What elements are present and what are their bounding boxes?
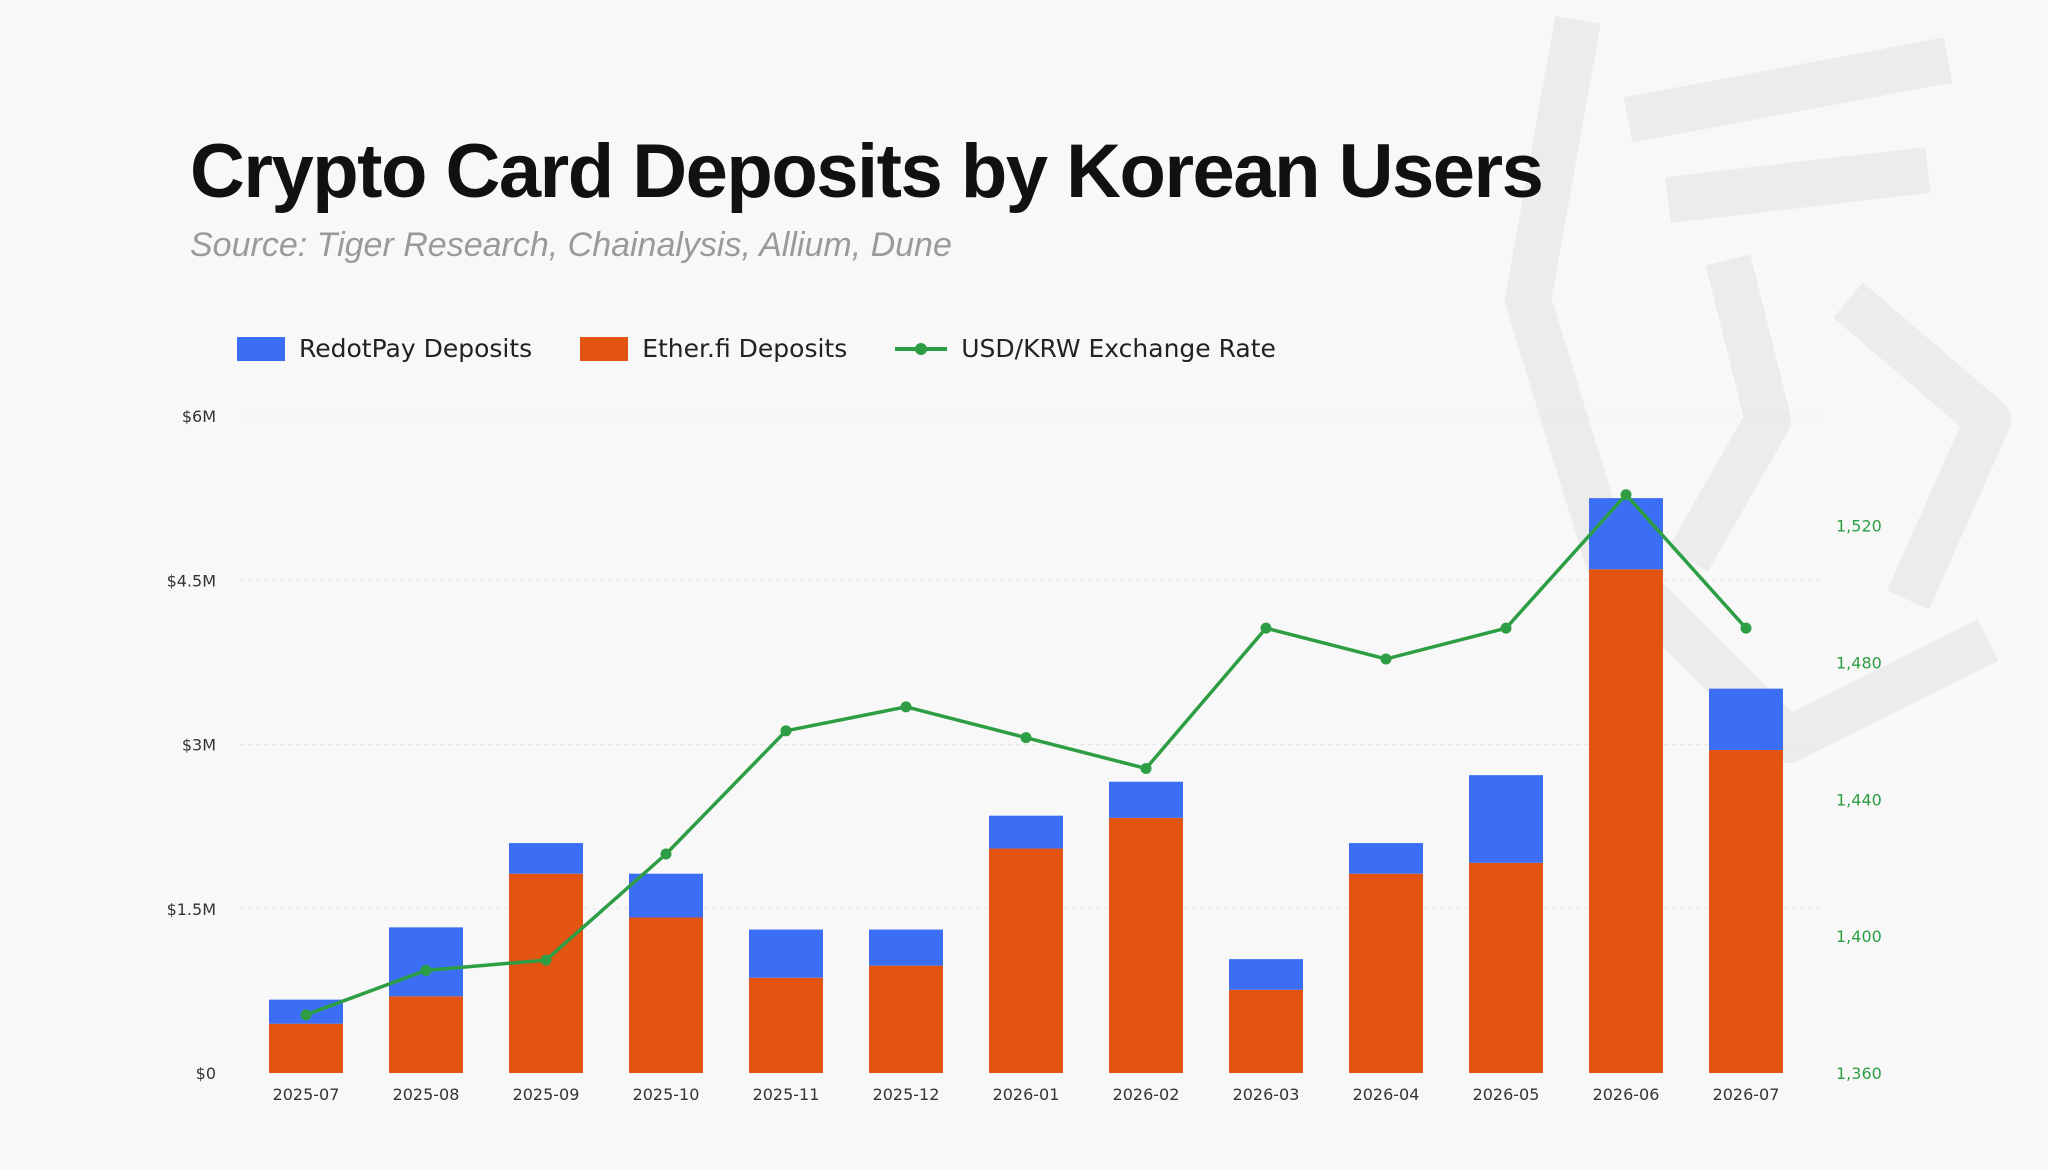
bar-redotpay [629, 873, 703, 918]
bar-redotpay [749, 929, 823, 978]
bar-etherfi [989, 848, 1063, 1073]
legend-label-exchange-rate: USD/KRW Exchange Rate [961, 334, 1276, 363]
legend-label-redotpay: RedotPay Deposits [299, 334, 533, 363]
exchange-rate-point [1620, 489, 1632, 501]
bar-etherfi [389, 996, 463, 1073]
y-left-tick-label: $1.5M [167, 900, 216, 919]
x-tick-label: 2025-12 [873, 1085, 940, 1104]
y-right-tick-label: 1,440 [1836, 790, 1882, 809]
bar-etherfi [629, 917, 703, 1073]
bar-redotpay [509, 843, 583, 874]
exchange-rate-point [540, 954, 552, 966]
x-tick-label: 2025-10 [633, 1085, 700, 1104]
bar-redotpay [389, 927, 463, 997]
bar-redotpay [1109, 781, 1183, 818]
x-tick-label: 2025-07 [273, 1085, 340, 1104]
legend-item-etherfi: Ether.fi Deposits [580, 334, 847, 363]
legend-label-etherfi: Ether.fi Deposits [642, 334, 848, 363]
bar-etherfi [749, 977, 823, 1073]
bar-etherfi [1349, 873, 1423, 1073]
exchange-rate-point [1260, 622, 1272, 634]
exchange-rate-point [1020, 732, 1032, 744]
y-left-tick-label: $0 [196, 1064, 216, 1083]
x-tick-label: 2026-05 [1473, 1085, 1540, 1104]
bar-etherfi [1709, 749, 1783, 1073]
chart-subtitle: Source: Tiger Research, Chainalysis, All… [190, 226, 952, 264]
exchange-rate-point [1380, 653, 1392, 665]
bar-etherfi [869, 965, 943, 1073]
x-tick-label: 2026-06 [1593, 1085, 1660, 1104]
exchange-rate-point [420, 964, 432, 976]
x-tick-label: 2025-11 [753, 1085, 820, 1104]
exchange-rate-point [780, 725, 792, 737]
legend-swatch-exchange-rate [895, 337, 948, 361]
bar-redotpay [1709, 688, 1783, 750]
x-tick-label: 2026-01 [993, 1085, 1060, 1104]
x-tick-label: 2025-08 [393, 1085, 460, 1104]
x-tick-label: 2026-04 [1353, 1085, 1420, 1104]
y-left-tick-label: $3M [182, 736, 216, 755]
y-right-tick-label: 1,520 [1836, 517, 1882, 536]
x-tick-label: 2026-02 [1113, 1085, 1180, 1104]
bar-redotpay [1349, 843, 1423, 874]
legend-swatch-redotpay [237, 336, 285, 361]
bar-redotpay [1229, 959, 1303, 990]
bar-etherfi [269, 1023, 343, 1073]
bar-redotpay [869, 929, 943, 966]
exchange-rate-point [660, 848, 672, 860]
y-right-tick-label: 1,400 [1836, 927, 1882, 946]
legend-swatch-etherfi [580, 336, 629, 361]
x-tick-label: 2025-09 [513, 1085, 580, 1104]
exchange-rate-point [1740, 622, 1752, 634]
bar-redotpay [1469, 775, 1543, 863]
x-tick-label: 2026-03 [1233, 1085, 1300, 1104]
y-right-tick-label: 1,480 [1836, 653, 1882, 672]
y-left-tick-label: $4.5M [167, 571, 216, 590]
bar-etherfi [1109, 817, 1183, 1073]
chart-legend: RedotPay Deposits Ether.fi Deposits USD/… [237, 334, 1324, 363]
exchange-rate-point [900, 701, 912, 713]
bar-etherfi [1229, 989, 1303, 1073]
bar-etherfi [1589, 569, 1663, 1073]
exchange-rate-point [300, 1009, 312, 1021]
exchange-rate-point [1140, 762, 1152, 774]
bar-redotpay [989, 815, 1063, 849]
y-right-tick-label: 1,360 [1836, 1064, 1882, 1083]
bar-etherfi [509, 873, 583, 1073]
legend-item-redotpay: RedotPay Deposits [237, 334, 532, 363]
bar-etherfi [1469, 862, 1543, 1073]
chart-title: Crypto Card Deposits by Korean Users [190, 129, 1544, 214]
x-tick-label: 2026-07 [1713, 1085, 1780, 1104]
y-left-tick-label: $6M [182, 407, 216, 426]
exchange-rate-point [1500, 622, 1512, 634]
bar-redotpay [1589, 498, 1663, 570]
legend-item-exchange-rate: USD/KRW Exchange Rate [895, 334, 1276, 363]
